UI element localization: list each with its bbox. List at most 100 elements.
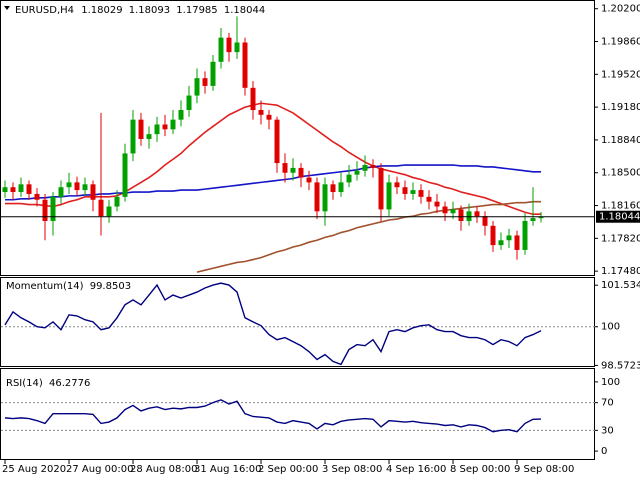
candle-body [506, 235, 512, 241]
y-tick-label: 30 [601, 425, 614, 436]
candle-body [338, 182, 344, 193]
candle-body [130, 119, 136, 154]
candle-body [234, 42, 240, 53]
candle-body [74, 182, 80, 191]
x-tick-label: 9 Sep 08:00 [514, 464, 574, 475]
candle-body [10, 187, 16, 193]
candle-body [418, 190, 424, 197]
y-tick-label: 1.17480 [601, 266, 640, 277]
candle-body [378, 167, 384, 210]
x-tick-label: 2 Sep 00:00 [258, 464, 318, 475]
close: 1.18044 [224, 5, 265, 16]
y-tick-label: 100 [601, 322, 620, 333]
x-tick-label: 4 Sep 16:00 [386, 464, 446, 475]
candle-body [298, 167, 304, 178]
candle-body [322, 184, 328, 212]
candle-body [194, 78, 200, 96]
candle-body [42, 199, 48, 221]
x-tick-label: 3 Sep 08:00 [322, 464, 382, 475]
candle-body [106, 206, 112, 217]
indicator-line [4, 282, 542, 366]
candle-body [314, 182, 320, 212]
candle-body [250, 87, 256, 111]
candle-body [466, 211, 472, 221]
x-tick-label: 31 Aug 16:00 [194, 464, 261, 475]
candle-body [82, 184, 88, 191]
symbol: EURUSD,H4 [15, 5, 74, 16]
candle-body [362, 165, 368, 171]
candle-body [434, 201, 440, 207]
momentum-header: Momentum(14) 99.8503 [6, 281, 131, 292]
bid-label: 1.18044 [599, 212, 640, 223]
x-tick-label: 25 Aug 2020 [2, 464, 66, 475]
candle-body [162, 124, 168, 130]
candle-body [122, 153, 128, 197]
candle-body [442, 206, 448, 214]
y-tick-label: 98.5723 [601, 360, 640, 371]
indicator-name: Momentum(14) [6, 281, 84, 292]
candle-body [474, 211, 480, 217]
candle-body [178, 110, 184, 120]
candle-body [90, 184, 96, 200]
candle-body [114, 196, 120, 207]
candle-body [170, 119, 176, 130]
candle-body [538, 216, 544, 219]
candle-body [282, 163, 288, 173]
candle-body [514, 235, 520, 250]
y-tick-label: 1.19860 [601, 37, 640, 48]
y-tick-label: 100 [601, 377, 620, 388]
candle-body [274, 119, 280, 164]
candle-body [2, 187, 8, 193]
main-panel [0, 0, 595, 276]
bid-label-box [596, 210, 640, 223]
candle-body [98, 199, 104, 217]
candle-body [146, 134, 152, 139]
y-tick-label: 101.5346 [601, 280, 640, 291]
candle-body [138, 119, 144, 139]
candle-body [186, 95, 192, 111]
candle-body [522, 220, 528, 250]
candle-body [218, 37, 224, 62]
candle-body [490, 225, 496, 246]
x-tick-label: 28 Aug 08:00 [130, 464, 197, 475]
candle-body [402, 187, 408, 194]
candle-body [450, 209, 456, 214]
rsi-header: RSI(14) 46.2776 [6, 378, 90, 389]
candle-body [258, 110, 264, 115]
indicator-line [196, 200, 541, 273]
candle-body [210, 61, 216, 86]
candle-body [34, 193, 40, 200]
candle-body [58, 187, 64, 197]
indicator-name: RSI(14) [6, 378, 43, 389]
candle-body [226, 37, 232, 53]
y-tick-label: 1.19180 [601, 102, 640, 113]
y-tick-label: 1.18500 [601, 168, 640, 179]
y-tick-label: 1.18160 [601, 201, 640, 212]
candle-body [26, 184, 32, 194]
open: 1.18029 [81, 5, 122, 16]
indicator-value: 46.2776 [49, 378, 90, 389]
x-tick-label: 8 Sep 00:00 [450, 464, 510, 475]
candle-body [370, 165, 376, 168]
symbol-header: EURUSD,H4 1.18029 1.18093 1.17985 1.1804… [15, 5, 265, 16]
indicator-line [4, 399, 542, 433]
x-tick-label: 27 Aug 00:00 [66, 464, 133, 475]
candle-body [410, 190, 416, 194]
candle-body [458, 209, 464, 221]
candle-body [66, 182, 72, 188]
y-tick-label: 1.17820 [601, 233, 640, 244]
collapse-icon[interactable] [4, 6, 10, 10]
candle-body [202, 78, 208, 86]
momentum-panel [0, 277, 595, 367]
candle-body [306, 177, 312, 183]
candle-body [290, 167, 296, 173]
candle-body [498, 240, 504, 246]
low: 1.17985 [176, 5, 217, 16]
y-tick-label: 1.18840 [601, 135, 640, 146]
candle-body [330, 184, 336, 193]
candle-body [242, 42, 248, 88]
candle-body [154, 124, 160, 135]
y-tick-label: 1.19520 [601, 69, 640, 80]
candle-body [346, 174, 352, 183]
